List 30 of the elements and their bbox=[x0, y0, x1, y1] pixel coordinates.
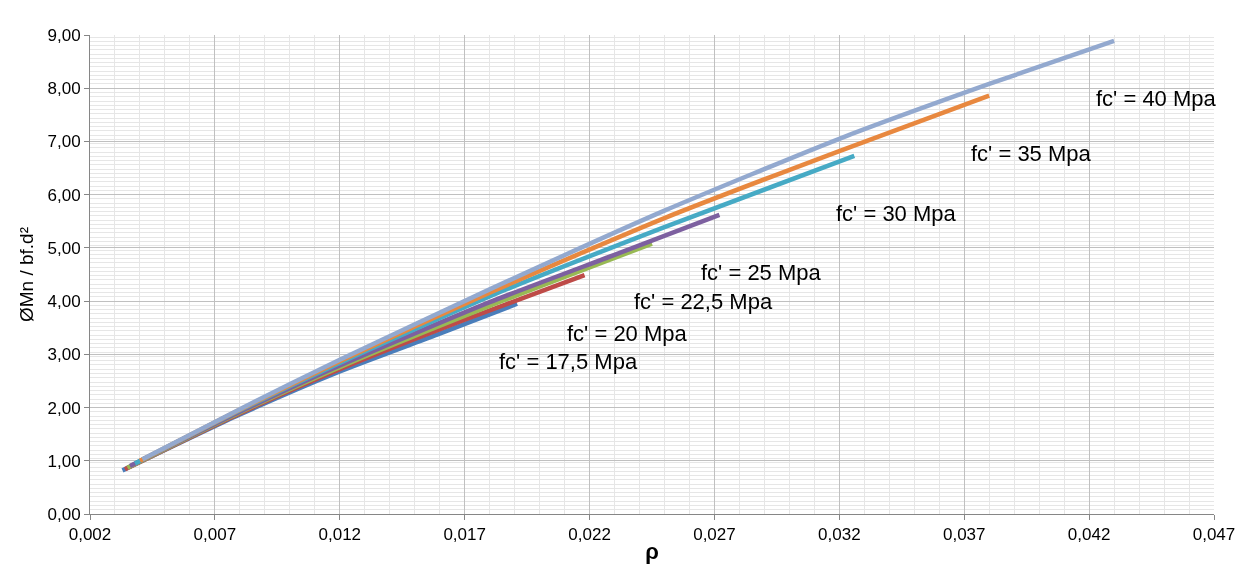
x-tick-label: 0,007 bbox=[193, 525, 237, 545]
series-label: fc' = 22,5 Mpa bbox=[634, 289, 773, 314]
series-label: fc' = 30 Mpa bbox=[836, 201, 957, 226]
x-tick-label: 0,037 bbox=[942, 525, 986, 545]
x-tick-label: 0,027 bbox=[693, 525, 736, 545]
x-tick-label: 0,017 bbox=[443, 525, 486, 545]
y-tick-label: 0,00 bbox=[47, 504, 81, 524]
x-tick-label: 0,012 bbox=[318, 525, 362, 545]
y-tick-label: 9,00 bbox=[47, 25, 81, 45]
y-tick-label: 6,00 bbox=[47, 185, 81, 205]
y-tick-label: 1,00 bbox=[47, 451, 81, 471]
x-axis-title: ρ bbox=[645, 539, 659, 565]
x-tick-label: 0,022 bbox=[568, 525, 611, 545]
series-label: fc' = 20 Mpa bbox=[567, 321, 688, 346]
x-tick-label: 0,047 bbox=[1192, 525, 1236, 545]
y-tick-label: 8,00 bbox=[47, 79, 81, 99]
series-label: fc' = 17,5 Mpa bbox=[499, 349, 638, 374]
y-axis-title: ØMn / bf.d² bbox=[16, 226, 38, 323]
y-tick-label: 7,00 bbox=[47, 132, 81, 152]
series-label: fc' = 35 Mpa bbox=[971, 141, 1092, 166]
y-tick-label: 4,00 bbox=[47, 292, 81, 312]
line-series bbox=[140, 38, 1117, 462]
series-label: fc' = 40 Mpa bbox=[1096, 86, 1217, 111]
y-tick-label: 3,00 bbox=[47, 345, 81, 365]
y-tick-label: 2,00 bbox=[47, 398, 81, 418]
y-tick-label: 5,00 bbox=[47, 238, 81, 258]
series-label: fc' = 25 Mpa bbox=[701, 260, 822, 285]
x-tick-label: 0,032 bbox=[818, 525, 861, 545]
x-tick-label: 0,042 bbox=[1067, 525, 1111, 545]
x-tick-label: 0,002 bbox=[68, 525, 112, 545]
